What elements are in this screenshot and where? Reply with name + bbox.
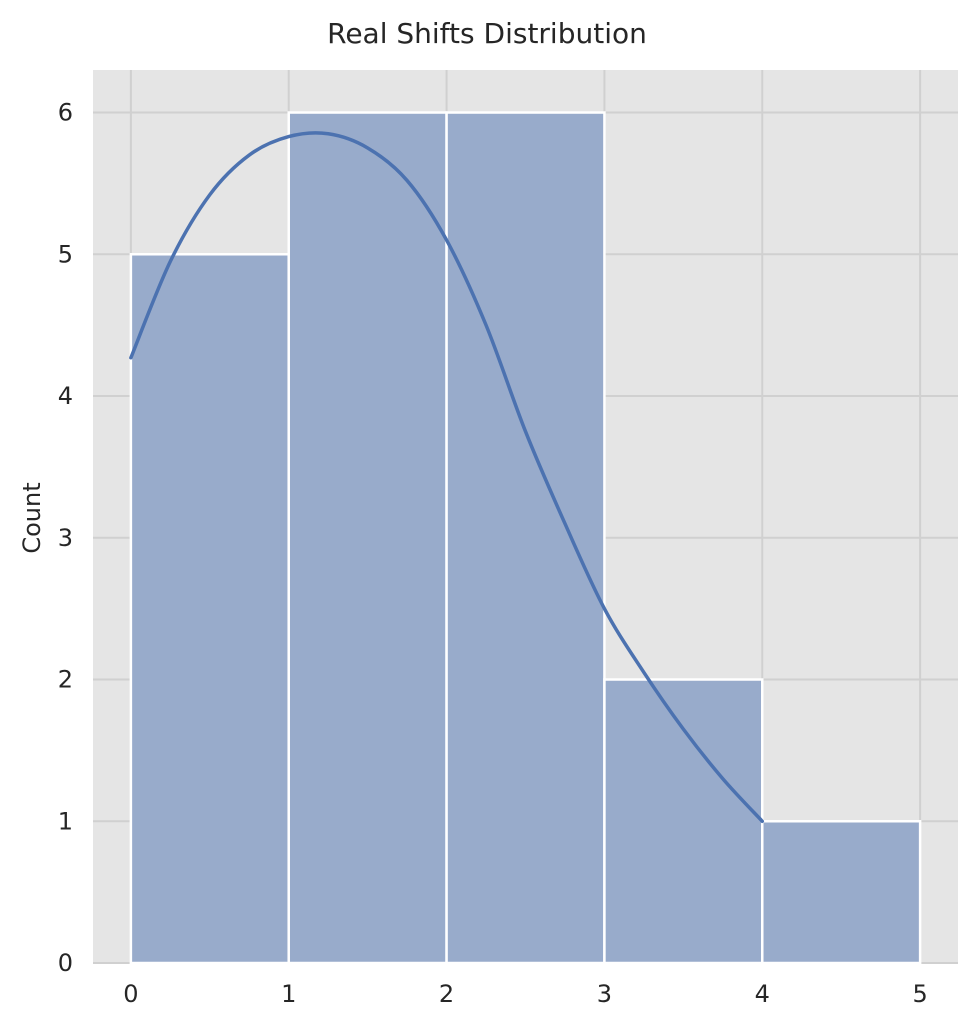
histogram-bar: [129, 253, 290, 965]
kde-line: [129, 131, 765, 824]
plot-area: 0 1 2 3 4 5 0 1 2 3 4 5 6: [58, 70, 958, 1008]
x-tick-label: 0: [123, 980, 138, 1008]
histogram-bar: [287, 111, 448, 965]
y-axis-label: Count: [18, 482, 46, 553]
x-tick-label: 3: [597, 980, 612, 1008]
x-tick-label: 5: [912, 980, 927, 1008]
y-tick-label: 6: [58, 99, 73, 127]
histogram-bar: [603, 678, 764, 965]
x-tick-label: 4: [755, 980, 770, 1008]
x-tick-label: 2: [439, 980, 454, 1008]
chart-title: Real Shifts Distribution: [327, 17, 647, 50]
y-tick-label: 3: [58, 524, 73, 552]
x-tick-label: 1: [281, 980, 296, 1008]
y-tick-label: 4: [58, 382, 73, 410]
y-tick-label: 0: [58, 949, 73, 977]
y-tick-label: 2: [58, 666, 73, 694]
histogram-bar: [445, 111, 606, 965]
y-tick-label: 1: [58, 807, 73, 835]
histogram-bar: [761, 820, 922, 965]
y-tick-label: 5: [58, 240, 73, 268]
